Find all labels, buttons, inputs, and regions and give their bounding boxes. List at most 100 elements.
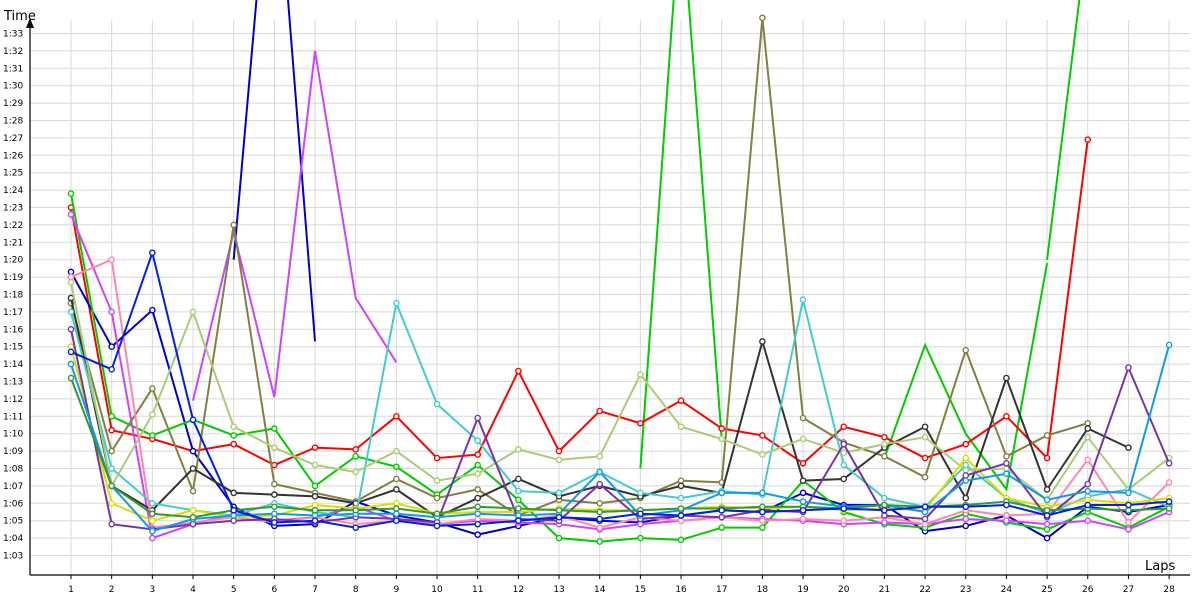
- series-point: [1084, 425, 1092, 432]
- series-point: [1043, 520, 1051, 528]
- series-point: [149, 249, 156, 257]
- series-point: [799, 477, 807, 484]
- series-point: [108, 499, 115, 507]
- y-tick-label: 1:21: [3, 238, 23, 248]
- series-point: [1165, 498, 1173, 505]
- series-point: [433, 494, 441, 502]
- series-point: [189, 416, 197, 424]
- series-point: [921, 454, 929, 462]
- series-point: [433, 454, 441, 462]
- series-point: [1084, 501, 1092, 509]
- series-point: [149, 517, 156, 525]
- series-point: [189, 465, 197, 472]
- series-point: [1003, 459, 1010, 467]
- series-point: [352, 524, 359, 531]
- series-point: [677, 477, 685, 484]
- series-point: [515, 367, 522, 375]
- series-point: [1165, 479, 1173, 486]
- x-tick-label: 13: [553, 585, 564, 595]
- series-point: [393, 447, 400, 455]
- series-point: [881, 512, 888, 519]
- series-point: [881, 501, 888, 509]
- series-point: [149, 306, 156, 314]
- series-point: [271, 510, 278, 518]
- series-point: [799, 296, 807, 304]
- series-point: [149, 385, 156, 392]
- series-point: [637, 510, 644, 518]
- series-point: [840, 517, 848, 525]
- x-axis-title: Laps: [1145, 559, 1175, 574]
- y-tick-label: 1:28: [3, 117, 23, 127]
- series-point: [759, 14, 766, 22]
- x-tick-label: 25: [1041, 585, 1052, 595]
- series-point: [311, 501, 319, 509]
- series-point: [149, 432, 156, 439]
- series-point: [1043, 486, 1051, 493]
- series-point: [596, 515, 604, 523]
- y-tick-label: 1:15: [3, 343, 23, 353]
- series-line: [70, 377, 1170, 519]
- series-point: [230, 489, 237, 497]
- series-point: [962, 477, 970, 484]
- x-tick-label: 27: [1123, 585, 1134, 595]
- series-point: [1084, 136, 1092, 143]
- series-point: [352, 453, 359, 460]
- series-point: [1084, 487, 1092, 495]
- series-point: [474, 510, 482, 518]
- series-point: [393, 299, 400, 307]
- y-tick-label: 1:29: [3, 99, 23, 109]
- series-line: [70, 329, 1171, 531]
- series-point: [108, 308, 115, 316]
- series-point: [881, 433, 888, 441]
- series-point: [311, 482, 319, 490]
- series-point: [311, 461, 319, 469]
- series-point: [921, 520, 929, 528]
- series-point: [881, 519, 888, 526]
- series-point: [921, 508, 929, 516]
- series-line: [70, 344, 1171, 533]
- series-point: [840, 475, 848, 483]
- series-point: [962, 454, 970, 462]
- y-tick-label: 1:32: [3, 47, 23, 57]
- y-tick-label: 1:09: [3, 447, 23, 457]
- series-point: [759, 338, 766, 345]
- series-point: [759, 508, 766, 516]
- series-point: [67, 268, 75, 276]
- series-point: [962, 494, 970, 502]
- y-tick-label: 1:33: [3, 30, 23, 40]
- x-tick-label: 17: [716, 585, 727, 595]
- series-point: [433, 522, 441, 530]
- series-point: [311, 517, 319, 525]
- series-point: [67, 273, 75, 281]
- series-point: [1003, 517, 1010, 525]
- series-point: [230, 221, 237, 229]
- series-point: [1003, 412, 1010, 420]
- series-line: [70, 251, 1170, 529]
- series-point: [1043, 496, 1051, 504]
- series-line: [70, 16, 1089, 517]
- series-point: [677, 423, 685, 431]
- series-point: [149, 534, 156, 542]
- series-point: [515, 517, 522, 525]
- series-point: [189, 506, 197, 514]
- y-tick-label: 1:10: [3, 430, 23, 440]
- series-point: [474, 451, 482, 458]
- series-point: [1084, 496, 1092, 504]
- series-point: [515, 512, 522, 519]
- x-tick-label: 22: [919, 585, 930, 595]
- series-point: [474, 531, 482, 538]
- series-point: [230, 432, 237, 439]
- series-point: [718, 524, 726, 531]
- series-point: [1125, 519, 1132, 526]
- series-point: [474, 494, 482, 502]
- series-point: [799, 414, 807, 422]
- series-point: [1084, 517, 1092, 525]
- series-point: [67, 190, 75, 197]
- series-point: [962, 503, 970, 511]
- x-tick-label: 9: [393, 585, 399, 595]
- y-tick-label: 1:30: [3, 82, 23, 92]
- series-point: [962, 461, 970, 469]
- x-tick-label: 15: [635, 585, 646, 595]
- y-tick-label: 1:12: [3, 395, 23, 405]
